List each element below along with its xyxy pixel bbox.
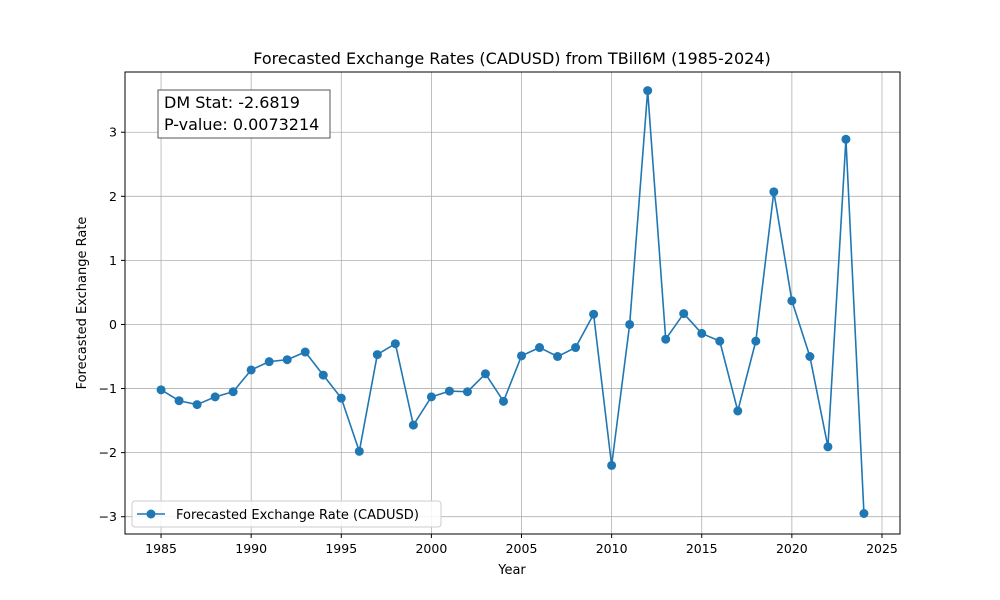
data-point [787, 296, 797, 306]
x-tick-label: 2005 [506, 541, 538, 556]
data-point [697, 328, 707, 338]
data-point [589, 309, 599, 319]
data-point [498, 396, 508, 406]
y-tick-label: 2 [109, 189, 117, 204]
y-tick-label: −3 [99, 509, 117, 524]
data-point [769, 187, 779, 197]
x-tick-label: 2020 [776, 541, 808, 556]
stat-annotation: DM Stat: -2.6819 P-value: 0.0073214 [157, 89, 331, 139]
data-point [156, 385, 166, 395]
data-point [336, 393, 346, 403]
data-point [480, 369, 490, 379]
x-tick-label: 2000 [415, 541, 447, 556]
legend-box [131, 500, 442, 528]
data-point [679, 309, 689, 319]
data-point [517, 351, 527, 361]
grid-lines [125, 72, 900, 534]
chart-title: Forecasted Exchange Rates (CADUSD) from … [253, 49, 771, 68]
data-point [607, 460, 617, 470]
data-point [318, 370, 328, 380]
data-point [661, 334, 671, 344]
data-point [553, 352, 563, 362]
data-point [751, 336, 761, 346]
data-point [444, 386, 454, 396]
legend-marker [146, 509, 156, 519]
y-axis-label: Forecasted Exchange Rate [75, 217, 90, 390]
y-tick-label: 1 [109, 253, 117, 268]
data-point [210, 392, 220, 402]
data-point [192, 400, 202, 410]
legend-label: Forecasted Exchange Rate (CADUSD) [176, 508, 419, 523]
data-point [390, 339, 400, 349]
x-axis-ticks: 1985 1990 1995 2000 2005 2010 2015 2020 2025 [145, 534, 898, 556]
data-point [823, 442, 833, 452]
y-tick-label: 3 [109, 125, 117, 140]
x-tick-label: 2010 [596, 541, 628, 556]
data-point [625, 319, 635, 329]
data-point [859, 508, 869, 518]
data-point [300, 347, 310, 357]
data-point [264, 357, 274, 367]
x-axis-label: Year [497, 563, 526, 578]
annotation-box [157, 89, 331, 139]
x-tick-label: 2025 [866, 541, 898, 556]
y-tick-label: −1 [99, 381, 117, 396]
x-tick-label: 1985 [145, 541, 177, 556]
dm-stat-text: DM Stat: -2.6819 [164, 93, 300, 112]
data-point [535, 343, 545, 353]
series-group [156, 86, 869, 518]
x-tick-label: 1995 [325, 541, 357, 556]
data-point [408, 420, 418, 430]
y-tick-label: −2 [99, 445, 117, 460]
data-point [643, 86, 653, 96]
data-point [841, 134, 851, 144]
data-point [733, 406, 743, 416]
data-point [715, 336, 725, 346]
plot-frame [124, 71, 901, 535]
data-point [805, 352, 815, 362]
series-line [160, 89, 865, 514]
p-value-text: P-value: 0.0073214 [164, 115, 319, 134]
x-tick-label: 1990 [235, 541, 267, 556]
data-point [571, 343, 581, 353]
data-point [426, 392, 436, 402]
y-tick-label: 0 [109, 317, 117, 332]
legend: Forecasted Exchange Rate (CADUSD) [131, 500, 442, 528]
data-point [282, 355, 292, 365]
y-axis-ticks: −3 −2 −1 0 1 2 3 [99, 125, 125, 524]
x-tick-label: 2015 [686, 541, 718, 556]
data-point [372, 350, 382, 360]
data-point [228, 387, 238, 397]
data-point [246, 365, 256, 375]
data-point [354, 446, 364, 456]
data-point [174, 396, 184, 406]
data-point [462, 387, 472, 397]
